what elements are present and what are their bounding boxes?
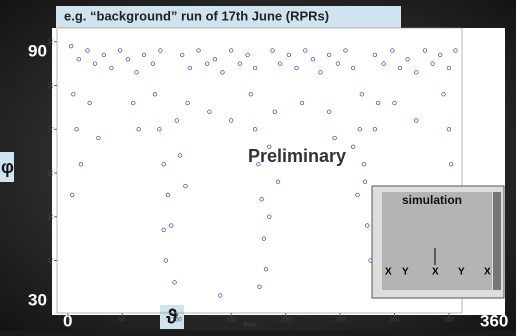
x-tick-label: 300 xyxy=(389,318,400,324)
inset: simulation X Y X Y X xyxy=(372,186,504,298)
phi-symbol: φ xyxy=(1,157,14,177)
inset-colorbar xyxy=(493,192,501,290)
slide: {"slide": {"banner": "e.g. “background” … xyxy=(0,0,516,331)
x-tick-label: 50 xyxy=(119,318,126,324)
inset-label: X xyxy=(484,267,491,278)
inset-label: X xyxy=(432,267,439,278)
y-tick-label: 90 xyxy=(49,38,55,45)
banner: e.g. “background” run of 17th June (RPRs… xyxy=(64,8,329,23)
theta-right: 360 xyxy=(480,311,508,330)
x-tick-label: 200 xyxy=(281,318,292,324)
x-tick-label: 250 xyxy=(335,318,346,324)
inset-label: Y xyxy=(402,267,409,278)
phi-bottom: 30 xyxy=(28,290,47,309)
x-axis-label: theta xyxy=(243,323,257,329)
y-tick-label: 40 xyxy=(49,257,55,264)
slide-canvas: e.g. “background” run of 17th June (RPRs… xyxy=(0,0,516,331)
y-tick-label: 70 xyxy=(49,125,55,132)
inset-label: X xyxy=(385,267,392,278)
x-tick-label: 100 xyxy=(172,318,183,324)
y-tick-label: 60 xyxy=(49,169,55,176)
x-tick-label: 350 xyxy=(444,318,455,324)
phi-top: 90 xyxy=(28,41,47,60)
inset-label: Y xyxy=(458,267,465,278)
inset-title: simulation xyxy=(402,193,462,207)
y-tick-label: 50 xyxy=(49,213,55,220)
y-tick-label: 80 xyxy=(49,82,55,89)
watermark: Preliminary xyxy=(248,146,346,166)
x-tick-label: 150 xyxy=(226,318,237,324)
